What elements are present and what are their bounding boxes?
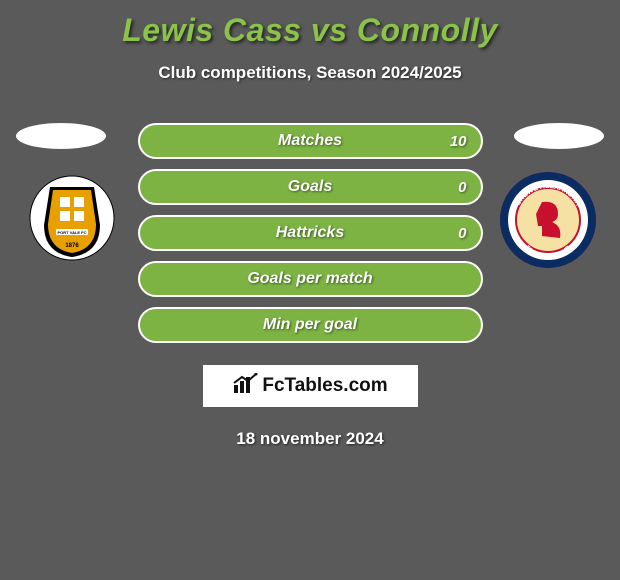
stat-label: Goals per match (247, 270, 372, 288)
right-club-badge: CREWE ALEXANDRA FOOTBALL CLUB (498, 175, 598, 265)
stat-row-goals-per-match: Goals per match (138, 261, 483, 297)
comparison-content: PORT VALE FC 1876 CREWE ALEXANDRA FOOTBA… (0, 123, 620, 449)
stat-value: 10 (450, 133, 467, 150)
page-subtitle: Club competitions, Season 2024/2025 (0, 63, 620, 83)
brand-text: FcTables.com (262, 375, 387, 397)
stat-row-min-per-goal: Min per goal (138, 307, 483, 343)
stat-row-hattricks: Hattricks 0 (138, 215, 483, 251)
left-player-ellipse (16, 123, 106, 149)
stats-list: Matches 10 Goals 0 Hattricks 0 Goals per… (138, 123, 483, 343)
stat-label: Min per goal (263, 316, 357, 334)
stat-label: Goals (288, 178, 332, 196)
page-title: Lewis Cass vs Connolly (0, 0, 620, 49)
stat-label: Hattricks (276, 224, 344, 242)
stat-value: 0 (458, 225, 466, 242)
stat-label: Matches (278, 132, 342, 150)
left-club-badge: PORT VALE FC 1876 (22, 175, 122, 265)
brand-box[interactable]: FcTables.com (203, 365, 418, 407)
svg-text:1876: 1876 (65, 243, 79, 249)
stat-row-matches: Matches 10 (138, 123, 483, 159)
stat-row-goals: Goals 0 (138, 169, 483, 205)
right-player-ellipse (514, 123, 604, 149)
date-text: 18 november 2024 (0, 429, 620, 449)
stat-value: 0 (458, 179, 466, 196)
chart-icon (232, 373, 258, 400)
svg-text:PORT VALE FC: PORT VALE FC (57, 230, 86, 235)
